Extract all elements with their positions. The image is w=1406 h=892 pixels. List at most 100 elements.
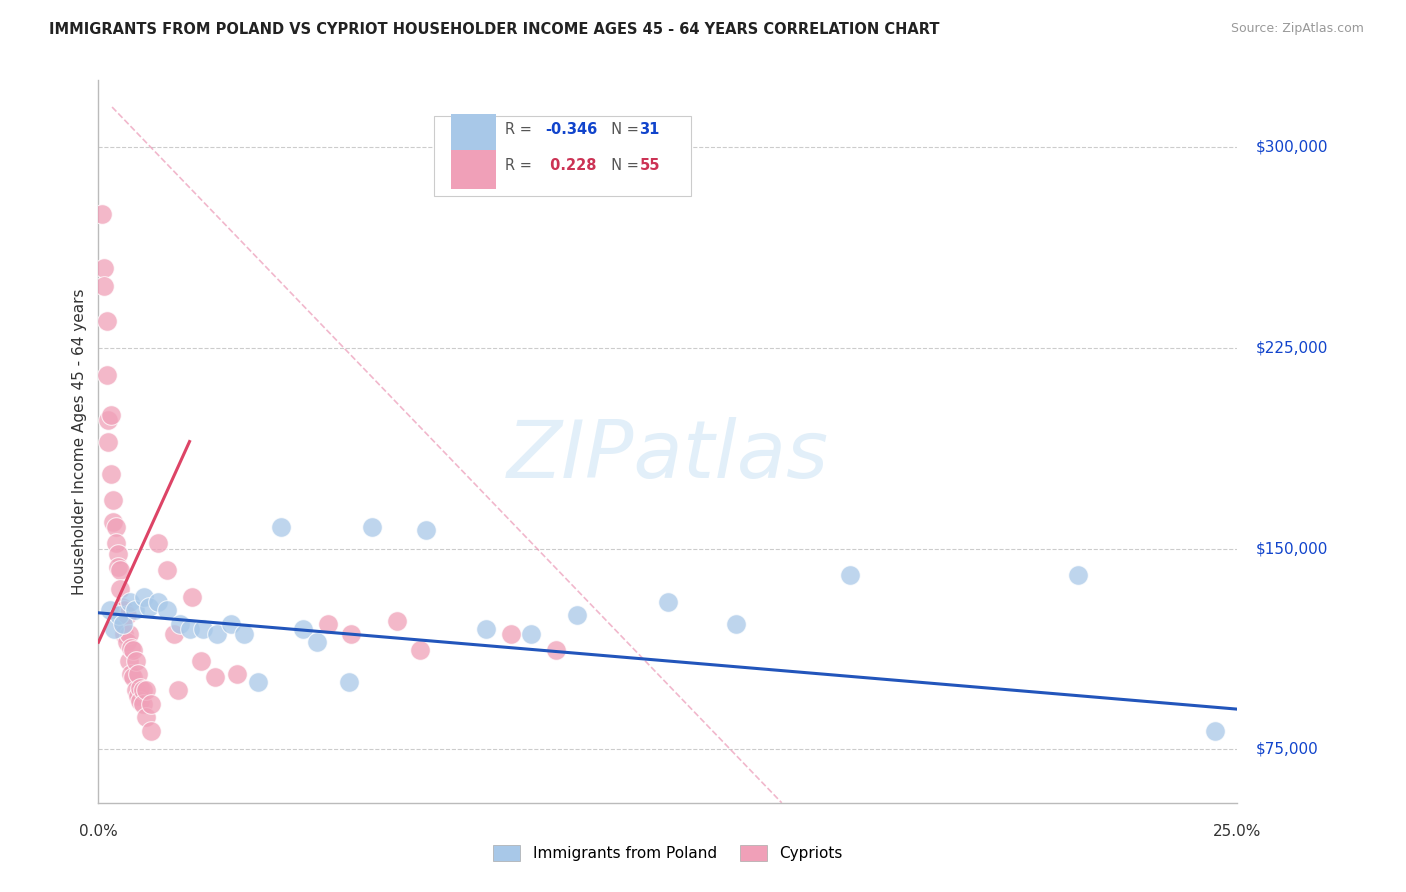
Text: $75,000: $75,000 bbox=[1256, 742, 1319, 756]
Point bbox=[96, 314, 118, 328]
Point bbox=[96, 368, 118, 382]
Point bbox=[100, 408, 122, 422]
Point bbox=[193, 622, 215, 636]
FancyBboxPatch shape bbox=[434, 117, 690, 196]
Point bbox=[1067, 568, 1090, 582]
Point bbox=[657, 595, 679, 609]
Point bbox=[115, 635, 138, 649]
Point bbox=[103, 622, 125, 636]
Point bbox=[125, 683, 148, 698]
Point bbox=[415, 523, 437, 537]
Point bbox=[139, 723, 162, 738]
Text: N =: N = bbox=[602, 122, 644, 136]
Point bbox=[219, 616, 242, 631]
Point bbox=[118, 654, 141, 668]
Point bbox=[101, 515, 124, 529]
Point bbox=[233, 627, 256, 641]
Point bbox=[204, 670, 226, 684]
Y-axis label: Householder Income Ages 45 - 64 years: Householder Income Ages 45 - 64 years bbox=[72, 288, 87, 595]
Point bbox=[112, 603, 135, 617]
Point bbox=[318, 616, 340, 631]
Point bbox=[131, 683, 153, 698]
Point bbox=[307, 635, 329, 649]
Point bbox=[180, 590, 202, 604]
Point bbox=[135, 683, 157, 698]
Text: R =: R = bbox=[505, 158, 537, 173]
Point bbox=[129, 681, 152, 695]
Point bbox=[97, 434, 120, 449]
Point bbox=[111, 616, 134, 631]
Point bbox=[93, 279, 115, 293]
Text: Source: ZipAtlas.com: Source: ZipAtlas.com bbox=[1230, 22, 1364, 36]
Point bbox=[226, 667, 249, 681]
Text: ZIPatlas: ZIPatlas bbox=[506, 417, 830, 495]
Point bbox=[107, 560, 129, 574]
Point bbox=[520, 627, 543, 641]
Point bbox=[98, 603, 121, 617]
Point bbox=[360, 520, 382, 534]
FancyBboxPatch shape bbox=[451, 150, 496, 189]
Point bbox=[1204, 723, 1226, 738]
Text: IMMIGRANTS FROM POLAND VS CYPRIOT HOUSEHOLDER INCOME AGES 45 - 64 YEARS CORRELAT: IMMIGRANTS FROM POLAND VS CYPRIOT HOUSEH… bbox=[49, 22, 939, 37]
Point bbox=[120, 667, 142, 681]
Point bbox=[167, 683, 190, 698]
Point bbox=[124, 603, 146, 617]
Point bbox=[565, 608, 588, 623]
Legend: Immigrants from Poland, Cypriots: Immigrants from Poland, Cypriots bbox=[486, 839, 849, 867]
Point bbox=[127, 689, 149, 703]
Point bbox=[111, 600, 134, 615]
Point bbox=[108, 608, 131, 623]
Point bbox=[93, 260, 115, 275]
Point bbox=[110, 563, 132, 577]
Point bbox=[110, 582, 132, 596]
Point bbox=[118, 627, 141, 641]
Point bbox=[474, 622, 496, 636]
Text: $150,000: $150,000 bbox=[1256, 541, 1327, 556]
Point bbox=[132, 590, 155, 604]
FancyBboxPatch shape bbox=[451, 114, 496, 153]
Point bbox=[146, 536, 169, 550]
Point bbox=[839, 568, 862, 582]
Point bbox=[104, 536, 127, 550]
Text: R =: R = bbox=[505, 122, 537, 136]
Text: 31: 31 bbox=[640, 122, 659, 136]
Text: N =: N = bbox=[602, 158, 644, 173]
Text: 0.228: 0.228 bbox=[546, 158, 596, 173]
Point bbox=[337, 675, 360, 690]
Point bbox=[385, 614, 408, 628]
Point bbox=[107, 547, 129, 561]
Text: 0.0%: 0.0% bbox=[79, 824, 118, 839]
Point bbox=[340, 627, 363, 641]
Point bbox=[104, 520, 127, 534]
Point bbox=[120, 595, 142, 609]
Point bbox=[270, 520, 292, 534]
Point bbox=[139, 697, 162, 711]
Point bbox=[146, 595, 169, 609]
Point bbox=[112, 616, 135, 631]
Point bbox=[138, 600, 160, 615]
Point bbox=[112, 627, 135, 641]
Point bbox=[101, 493, 124, 508]
Point bbox=[125, 654, 148, 668]
Text: 55: 55 bbox=[640, 158, 659, 173]
Point bbox=[156, 603, 179, 617]
Point bbox=[120, 640, 142, 655]
Point bbox=[91, 207, 114, 221]
Point bbox=[162, 627, 184, 641]
Point bbox=[122, 670, 145, 684]
Point bbox=[97, 413, 120, 427]
Point bbox=[129, 694, 152, 708]
Point bbox=[131, 697, 153, 711]
Point bbox=[205, 627, 228, 641]
Point bbox=[725, 616, 748, 631]
Point bbox=[156, 563, 179, 577]
Point bbox=[499, 627, 522, 641]
Text: $225,000: $225,000 bbox=[1256, 341, 1327, 355]
Point bbox=[127, 667, 149, 681]
Point bbox=[100, 467, 122, 481]
Point bbox=[135, 710, 157, 724]
Point bbox=[179, 622, 201, 636]
Point bbox=[190, 654, 212, 668]
Text: -0.346: -0.346 bbox=[546, 122, 598, 136]
Text: $300,000: $300,000 bbox=[1256, 140, 1329, 154]
